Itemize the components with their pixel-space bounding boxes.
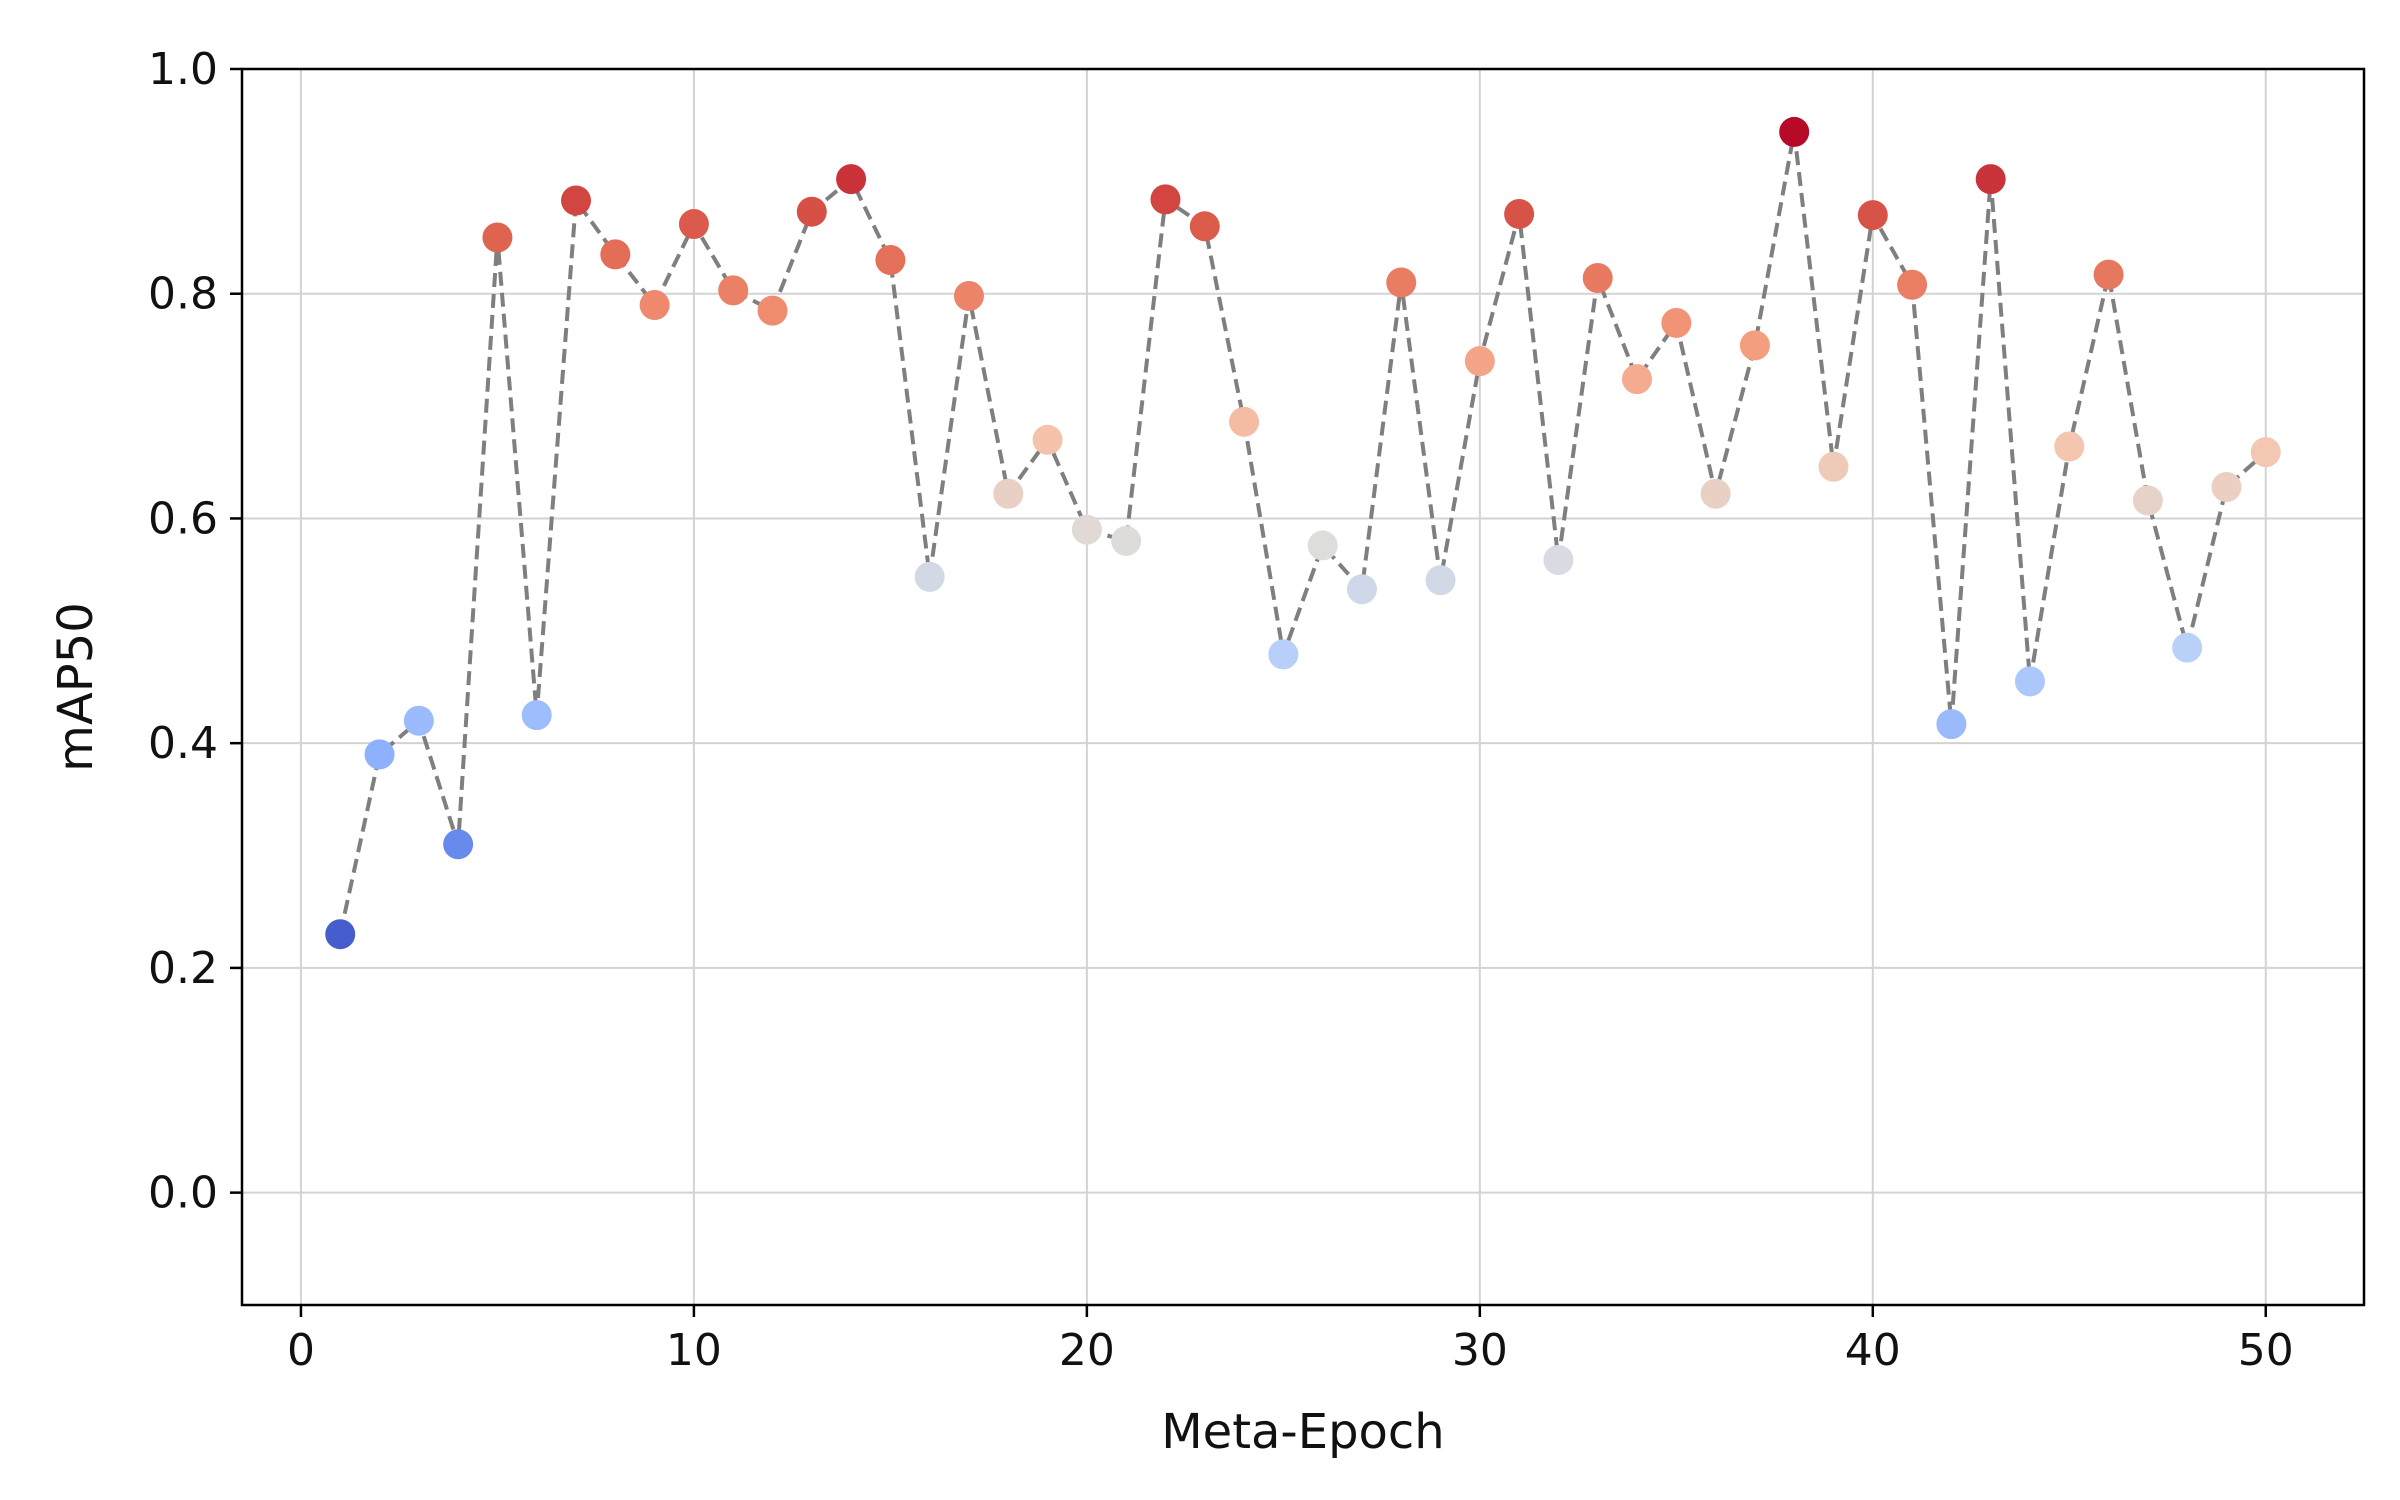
plot-background — [242, 69, 2364, 1305]
data-point — [1425, 565, 1456, 596]
data-point — [1661, 307, 1692, 338]
data-point — [1622, 364, 1653, 395]
data-point — [1857, 200, 1888, 231]
data-point — [914, 561, 945, 592]
data-point — [836, 164, 867, 195]
y-axis-label: mAP50 — [48, 602, 104, 772]
data-point — [757, 295, 788, 326]
x-tick-label: 20 — [1059, 1325, 1115, 1376]
data-point — [1111, 525, 1142, 556]
x-tick-label: 40 — [1845, 1325, 1901, 1376]
data-point — [1307, 530, 1338, 561]
y-tick-label: 0.0 — [148, 1168, 218, 1219]
data-point — [1975, 164, 2006, 195]
data-point — [521, 700, 552, 731]
data-point — [2014, 666, 2045, 697]
y-tick-label: 0.4 — [148, 718, 218, 769]
data-point — [364, 739, 395, 770]
data-point — [443, 829, 474, 860]
data-point — [1229, 406, 1260, 437]
data-point — [1386, 267, 1417, 298]
data-point — [600, 239, 631, 270]
data-point — [953, 280, 984, 311]
y-tick-label: 0.2 — [148, 943, 218, 994]
data-point — [1504, 198, 1535, 229]
data-point — [1464, 346, 1495, 377]
data-point — [1268, 639, 1299, 670]
x-tick-label: 10 — [666, 1325, 722, 1376]
plot-frame — [240, 67, 2366, 1307]
data-point — [1936, 709, 1967, 740]
data-point — [678, 209, 709, 240]
data-point — [639, 289, 670, 320]
data-point — [1739, 330, 1770, 361]
data-point — [1071, 514, 1102, 545]
data-point — [1897, 269, 1928, 300]
data-point — [1032, 424, 1063, 455]
x-tick-label: 30 — [1452, 1325, 1508, 1376]
data-point — [1818, 451, 1849, 482]
series-line — [338, 131, 2268, 935]
y-tick-label: 0.8 — [148, 269, 218, 320]
data-point — [1189, 211, 1220, 242]
data-point — [561, 185, 592, 216]
data-point — [2132, 485, 2163, 516]
y-tick-label: 1.0 — [148, 44, 218, 95]
y-tick-label: 0.6 — [148, 493, 218, 544]
data-point — [482, 222, 513, 253]
data-point — [325, 919, 356, 950]
axis-ticks: 0 10 20 30 40 50 0.0 0.2 0.4 0.6 0.8 1.0 — [148, 44, 2294, 1376]
data-point — [796, 196, 827, 227]
data-point — [2093, 259, 2124, 290]
data-point — [875, 245, 906, 276]
data-point — [1150, 184, 1181, 215]
data-point — [718, 275, 749, 306]
x-tick-label: 50 — [2238, 1325, 2294, 1376]
data-point — [1582, 262, 1613, 293]
data-point — [2211, 471, 2242, 502]
x-axis-label: Meta-Epoch — [1161, 1404, 1444, 1460]
data-points — [325, 116, 2281, 950]
data-point — [1346, 574, 1377, 605]
connector-line — [338, 131, 2268, 935]
data-point — [1700, 478, 1731, 509]
data-point — [2250, 437, 2281, 468]
data-point — [1779, 116, 1810, 147]
data-point — [403, 705, 434, 736]
data-point — [1543, 545, 1574, 576]
data-point — [993, 478, 1024, 509]
data-point — [2054, 431, 2085, 462]
x-tick-label: 0 — [287, 1325, 315, 1376]
data-point — [2172, 632, 2203, 663]
